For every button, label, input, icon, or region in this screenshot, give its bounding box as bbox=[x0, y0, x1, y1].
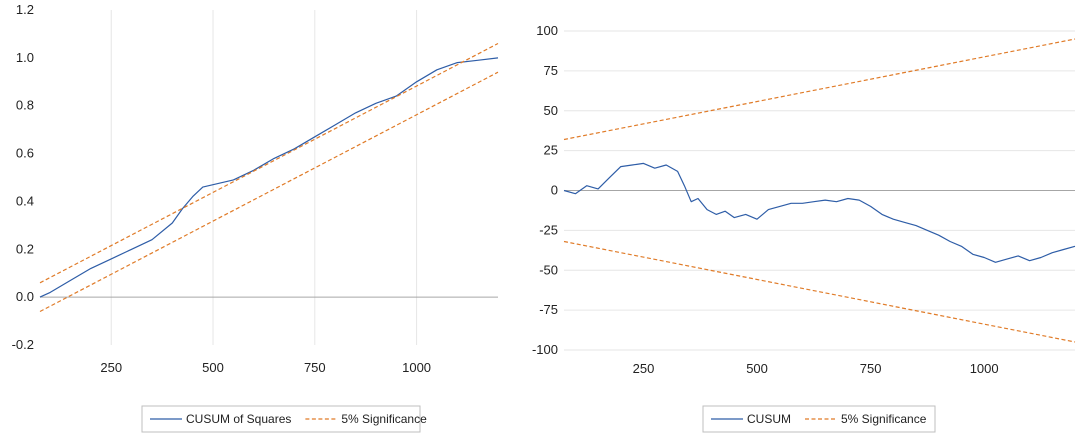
legend-box bbox=[141, 405, 421, 433]
y-tick-label: 0.6 bbox=[16, 146, 34, 161]
y-tick-label: -75 bbox=[539, 302, 558, 317]
legend-label: 5% Significance bbox=[841, 412, 927, 426]
significance-bound-line bbox=[39, 42, 499, 284]
y-tick-label: -100 bbox=[532, 342, 558, 357]
y-tick-label: -50 bbox=[539, 262, 558, 277]
y-tick-label: 0.2 bbox=[16, 241, 34, 256]
y-tick-label: 75 bbox=[544, 63, 558, 78]
y-tick-label: 50 bbox=[544, 103, 558, 118]
y-tick-label: 0.8 bbox=[16, 98, 34, 113]
x-tick-label: 750 bbox=[304, 360, 326, 375]
series-line-cusum bbox=[563, 162, 1076, 263]
x-tick-label: 1000 bbox=[402, 360, 431, 375]
legend-label: CUSUM of Squares bbox=[186, 412, 291, 426]
y-tick-label: 0.0 bbox=[16, 289, 34, 304]
y-tick-label: 0.4 bbox=[16, 193, 34, 208]
cusum-of-squares-chart: -0.2 0.0 0.2 0.4 0.6 0.8 1.0 1.2 250 500 750 1000 CU… bbox=[12, 2, 499, 433]
significance-bound-line bbox=[39, 71, 499, 313]
cusum-chart: -100 -75 -50 -25 0 25 50 75 100 250 500 750 1000 CUSU… bbox=[532, 23, 1076, 433]
y-tick-label: 25 bbox=[544, 143, 558, 158]
series-line-cusum-of-squares bbox=[39, 57, 499, 298]
x-tick-label: 750 bbox=[860, 361, 882, 376]
y-tick-label: 1.0 bbox=[16, 50, 34, 65]
x-tick-label: 500 bbox=[202, 360, 224, 375]
y-tick-label: -0.2 bbox=[12, 337, 34, 352]
x-tick-label: 250 bbox=[100, 360, 122, 375]
legend-label: CUSUM bbox=[747, 412, 791, 426]
x-tick-label: 500 bbox=[746, 361, 768, 376]
y-tick-label: -25 bbox=[539, 222, 558, 237]
y-tick-label: 100 bbox=[536, 23, 558, 38]
significance-bound-line bbox=[563, 240, 1076, 343]
significance-bound-line bbox=[563, 38, 1076, 141]
y-tick-label: 0 bbox=[551, 183, 558, 198]
x-tick-label: 250 bbox=[633, 361, 655, 376]
legend-label: 5% Significance bbox=[341, 412, 427, 426]
x-tick-label: 1000 bbox=[970, 361, 999, 376]
y-tick-label: 1.2 bbox=[16, 2, 34, 17]
